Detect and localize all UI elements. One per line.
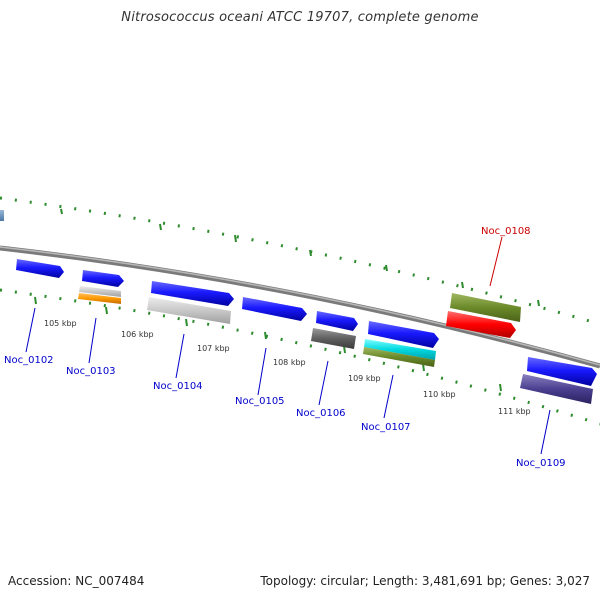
major-tick xyxy=(159,223,162,231)
major-tick xyxy=(499,383,502,392)
cds-arrow-noc-0103 xyxy=(82,270,124,287)
feature-purple-noc-0109 xyxy=(520,374,593,404)
major-tick xyxy=(309,249,312,257)
cds-arrow-noc-0105 xyxy=(242,297,307,321)
map-title: Nitrosococcus oceani ATCC 19707, complet… xyxy=(121,10,479,25)
gene-label-noc-0104: Noc_0104 xyxy=(153,381,203,392)
major-tick xyxy=(264,331,267,340)
leader-noc-0108 xyxy=(489,236,503,287)
gene-label-noc-0106: Noc_0106 xyxy=(296,408,346,419)
major-tick xyxy=(234,234,237,243)
feature-orange-noc-0103 xyxy=(78,293,121,304)
inner-tick-ring xyxy=(0,288,600,426)
major-tick xyxy=(185,318,188,327)
cds-arrow-noc-0108 xyxy=(446,311,516,338)
scale-label-105: 105 kbp xyxy=(44,319,77,328)
feature-olive-noc-0108 xyxy=(450,293,521,322)
genome-summary-label: Topology: circular; Length: 3,481,691 bp… xyxy=(260,574,590,588)
cds-arrow-noc-0104 xyxy=(151,281,234,306)
feature-grey-noc-0103 xyxy=(79,286,121,297)
gene-label-noc-0103: Noc_0103 xyxy=(66,366,116,377)
leader-noc-0109 xyxy=(540,409,551,455)
leader-noc-0102 xyxy=(25,307,36,353)
leader-noc-0105 xyxy=(257,347,267,396)
scale-label-106: 106 kbp xyxy=(121,330,154,339)
leader-noc-0104 xyxy=(175,333,185,379)
accession-label: Accession: NC_007484 xyxy=(8,574,145,588)
leader-noc-0106 xyxy=(318,360,329,406)
gene-label-noc-0107: Noc_0107 xyxy=(361,422,411,433)
outer-tick-ring xyxy=(0,196,600,326)
feature-olive-noc-0107 xyxy=(363,347,435,367)
cds-arrow-noc-0107 xyxy=(368,321,439,348)
scale-label-108: 108 kbp xyxy=(273,358,306,367)
cds-arrow-noc-0109 xyxy=(527,357,597,386)
gene-label-noc-0102: Noc_0102 xyxy=(4,355,54,366)
cds-arrow-noc-0106 xyxy=(316,311,358,331)
major-tick xyxy=(60,208,63,215)
feature-dark-noc-0106 xyxy=(311,328,356,349)
scale-label-109: 109 kbp xyxy=(348,374,381,383)
major-tick xyxy=(385,264,388,272)
major-tick xyxy=(537,299,540,307)
cds-arrow-noc-0102 xyxy=(16,259,64,278)
leader-noc-0103 xyxy=(88,317,97,364)
scale-label-107: 107 kbp xyxy=(197,344,230,353)
gene-label-noc-0109: Noc_0109 xyxy=(516,458,566,469)
scale-label-111: 111 kbp xyxy=(498,407,531,416)
gene-label-noc-0108: Noc_0108 xyxy=(481,226,531,237)
major-tick xyxy=(105,306,108,315)
feature-grey-noc-0104 xyxy=(147,297,231,324)
scale-label-110: 110 kbp xyxy=(423,390,456,399)
major-tick xyxy=(34,296,37,305)
gene-label-noc-0105: Noc_0105 xyxy=(235,396,285,407)
genome-backbone xyxy=(0,245,600,369)
feature-partial-steel xyxy=(0,210,4,221)
major-tick xyxy=(422,363,425,372)
leader-noc-0107 xyxy=(383,374,394,419)
feature-cyan-noc-0107 xyxy=(364,339,436,360)
major-tick xyxy=(461,281,464,289)
